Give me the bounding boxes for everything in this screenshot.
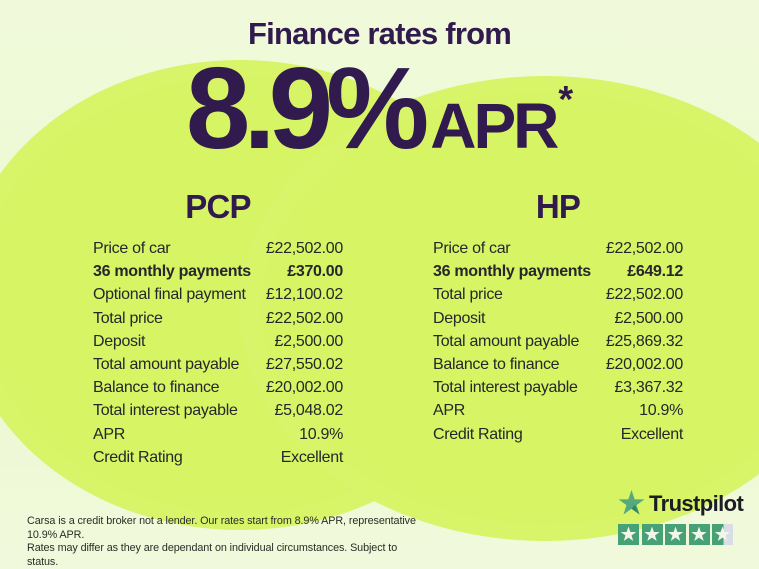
trustpilot-star-box [618, 524, 639, 545]
trustpilot-star-icon [618, 490, 645, 517]
hp-table: HP Price of car £22,502.00 36 monthly paym… [433, 188, 683, 446]
row-label: Balance to finance [433, 356, 560, 374]
headline-eyebrow: Finance rates from [248, 16, 512, 51]
row-value: £2,500.00 [614, 309, 684, 327]
star-glyph [667, 526, 684, 542]
table-row: Deposit £2,500.00 [433, 307, 683, 330]
row-label: 36 monthly payments [433, 263, 591, 281]
trustpilot-star-box [712, 524, 733, 545]
rate-footnote-marker: * [558, 79, 574, 121]
row-value: £5,048.02 [274, 402, 344, 420]
table-row: 36 monthly payments £370.00 [93, 260, 343, 283]
row-label: Total amount payable [433, 332, 580, 350]
rate-value: 8.9% [185, 43, 429, 173]
row-value: £3,367.32 [614, 379, 684, 397]
row-label: Total price [93, 309, 163, 327]
table-row: Optional final payment £12,100.02 [93, 283, 343, 306]
star-glyph [644, 526, 660, 542]
pcp-table-rows: Price of car £22,502.00 36 monthly payment… [93, 237, 343, 469]
table-row: Balance to finance £20,002.00 [93, 376, 343, 399]
hp-table-title: HP [535, 188, 581, 225]
row-value: £649.12 [627, 263, 683, 281]
row-value: £22,502.00 [605, 286, 683, 304]
row-label: Credit Rating [93, 448, 183, 466]
trustpilot-block: Trustpilot [618, 490, 744, 545]
star-glyph [714, 526, 731, 542]
table-row: Credit Rating Excellent [433, 423, 683, 446]
trustpilot-wordmark: Trustpilot [649, 490, 744, 516]
trustpilot-star-box [641, 524, 663, 545]
row-value: Excellent [620, 425, 684, 443]
row-label: Balance to finance [93, 379, 220, 397]
row-value: 10.9% [639, 402, 683, 420]
pcp-table: PCP Price of car £22,502.00 36 monthly pay… [93, 188, 343, 469]
trustpilot-star-box [665, 524, 686, 545]
row-label: Total interest payable [93, 402, 238, 420]
row-label: Credit Rating [433, 425, 523, 443]
star-glyph [691, 526, 707, 542]
row-label: APR [433, 402, 465, 420]
hp-table-rows: Price of car £22,502.00 36 monthly payment… [433, 237, 683, 446]
row-value: £25,869.32 [605, 332, 683, 350]
table-row: Total amount payable £27,550.02 [93, 353, 343, 376]
legal-disclaimer: Carsa is a credit broker not a lender. O… [27, 515, 427, 569]
row-label: Total price [433, 286, 503, 304]
row-label: Deposit [433, 309, 486, 327]
row-label: Optional final payment [93, 286, 246, 304]
trustpilot-star-box [688, 524, 710, 545]
row-label: Total amount payable [93, 356, 240, 374]
legal-disclaimer-line1: Carsa is a credit broker not a lender. O… [27, 515, 416, 541]
row-value: £20,002.00 [605, 356, 683, 374]
rate-unit: APR [430, 90, 559, 162]
row-label: 36 monthly payments [93, 263, 251, 281]
row-value: £2,500.00 [274, 332, 344, 350]
trustpilot-logo: Trustpilot [618, 490, 744, 517]
row-label: Total interest payable [433, 379, 578, 397]
row-value: £22,502.00 [265, 240, 343, 257]
row-value: 10.9% [299, 425, 343, 443]
row-value: Excellent [280, 448, 344, 466]
table-row: Balance to finance £20,002.00 [433, 353, 683, 376]
table-row: APR 10.9% [433, 399, 683, 422]
table-row: Deposit £2,500.00 [93, 330, 343, 353]
headline-rate: 8.9% APR * [0, 50, 759, 166]
trustpilot-rating-stars [618, 524, 743, 545]
table-row: Price of car £22,502.00 [433, 237, 683, 260]
row-value: £22,502.00 [605, 240, 683, 257]
row-label: Deposit [93, 332, 146, 350]
table-row: Total price £22,502.00 [93, 307, 343, 330]
table-row: APR 10.9% [93, 423, 343, 446]
row-label: Price of car [93, 240, 171, 257]
table-row: Total interest payable £5,048.02 [93, 399, 343, 422]
row-value: £27,550.02 [265, 356, 343, 374]
legal-disclaimer-line2: Rates may differ as they are dependant o… [27, 542, 398, 568]
row-value: £12,100.02 [265, 286, 343, 304]
row-value: £20,002.00 [265, 379, 343, 397]
table-row: Price of car £22,502.00 [93, 237, 343, 260]
table-row: 36 monthly payments £649.12 [433, 260, 683, 283]
star-glyph [620, 526, 637, 542]
table-row: Total price £22,502.00 [433, 283, 683, 306]
table-row: Total interest payable £3,367.32 [433, 376, 683, 399]
row-label: APR [93, 425, 125, 443]
row-value: £22,502.00 [265, 309, 343, 327]
table-row: Total amount payable £25,869.32 [433, 330, 683, 353]
row-value: £370.00 [287, 263, 343, 281]
background-blob-right [240, 76, 759, 541]
pcp-table-title: PCP [185, 188, 251, 225]
table-row: Credit Rating Excellent [93, 446, 343, 469]
row-label: Price of car [433, 240, 511, 257]
